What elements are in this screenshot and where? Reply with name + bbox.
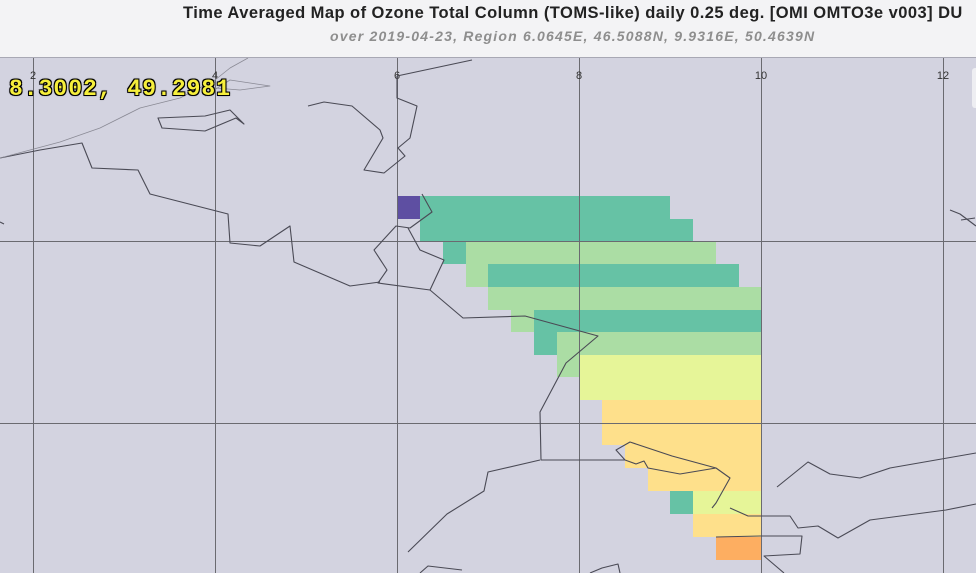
border-italy bbox=[729, 503, 976, 539]
coastline-isle bbox=[157, 109, 245, 132]
border-austria bbox=[776, 452, 976, 488]
longitude-tick-label: 12 bbox=[937, 70, 949, 82]
longitude-tick-label: 4 bbox=[212, 70, 218, 82]
ozone-cell bbox=[488, 287, 761, 310]
ozone-cell bbox=[420, 196, 670, 219]
ozone-cell bbox=[420, 219, 693, 242]
coastline-thin-2 bbox=[204, 79, 271, 97]
border-belgium-germany bbox=[373, 193, 445, 291]
coastline-belgium bbox=[307, 76, 418, 174]
ozone-cell bbox=[466, 242, 716, 264]
ozone-cell bbox=[488, 264, 739, 287]
map-canvas[interactable]: 2 4 6 8 10 12 bbox=[0, 58, 976, 573]
border-south bbox=[715, 535, 803, 573]
border-west-edge bbox=[0, 221, 5, 225]
border-switzerland bbox=[624, 459, 717, 475]
ozone-grid-cells bbox=[397, 196, 761, 560]
border-southwest bbox=[407, 459, 541, 553]
longitude-tick-label: 10 bbox=[755, 70, 767, 82]
ozone-cell bbox=[716, 537, 761, 560]
border-east bbox=[949, 209, 976, 227]
longitude-tick-label: 8 bbox=[576, 70, 582, 82]
cursor-coordinate-readout: 8.3002, 49.2981 bbox=[9, 76, 232, 102]
ozone-cell bbox=[557, 332, 761, 355]
side-panel-tab[interactable] bbox=[972, 68, 976, 108]
ozone-cell bbox=[466, 264, 488, 287]
ozone-cell bbox=[580, 355, 761, 377]
map-subtitle: over 2019-04-23, Region 6.0645E, 46.5088… bbox=[330, 28, 816, 44]
map-header: Time Averaged Map of Ozone Total Column … bbox=[0, 0, 976, 58]
ozone-cell bbox=[511, 310, 534, 332]
coastline-england-thin bbox=[0, 58, 249, 159]
border-east-2 bbox=[960, 217, 976, 221]
ozone-cell bbox=[625, 445, 761, 468]
country-borders bbox=[0, 58, 976, 573]
ozone-cell bbox=[443, 242, 466, 264]
graticule bbox=[0, 58, 976, 573]
ozone-cell bbox=[397, 196, 420, 219]
ozone-cell bbox=[693, 491, 761, 514]
coastline-england bbox=[0, 142, 381, 287]
ozone-cell bbox=[534, 332, 557, 355]
ozone-cell bbox=[534, 310, 761, 332]
longitude-tick-label: 2 bbox=[30, 70, 36, 82]
ozone-cell bbox=[602, 423, 761, 445]
ozone-cell bbox=[557, 355, 580, 377]
ozone-cell bbox=[693, 514, 761, 537]
border-south-2 bbox=[589, 563, 621, 573]
ozone-cell bbox=[602, 400, 761, 423]
ozone-cell bbox=[580, 377, 761, 400]
coastline-netherlands bbox=[396, 59, 473, 77]
map-background bbox=[0, 58, 976, 573]
ozone-cell bbox=[670, 491, 693, 514]
border-southwest-2 bbox=[419, 565, 463, 573]
map-title: Time Averaged Map of Ozone Total Column … bbox=[183, 4, 963, 22]
